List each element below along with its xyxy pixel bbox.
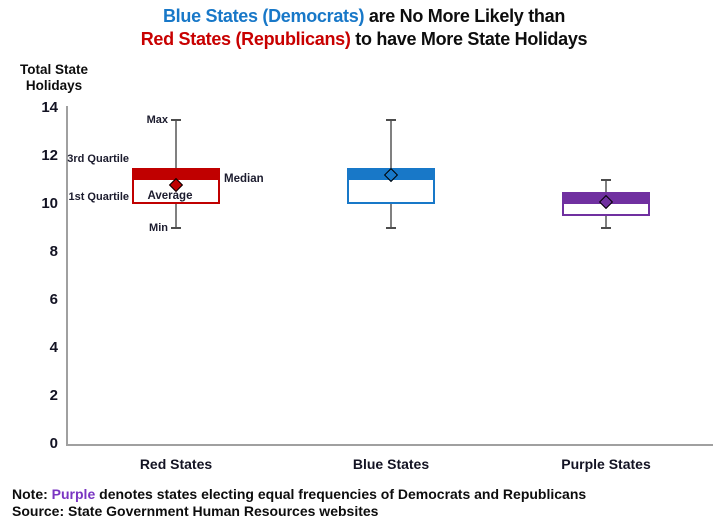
y-tick-label: 10 xyxy=(41,195,58,212)
purple-states-upper-whisker xyxy=(605,180,607,192)
red-states-lower-whisker xyxy=(175,204,177,228)
y-axis-title-line1: Total State xyxy=(19,62,88,77)
red-states-upper-whisker xyxy=(175,120,177,168)
title-line2-rest: to have More State Holidays xyxy=(350,29,588,49)
footer-notes: Note: Purple denotes states electing equ… xyxy=(12,486,586,520)
title-line1-rest: are No More Likely than xyxy=(364,6,566,26)
y-axis-line xyxy=(66,106,68,446)
purple-states-lower-whisker xyxy=(605,216,607,228)
annotation-1st-quartile: 1st Quartile xyxy=(68,191,129,203)
blue-states-min-cap xyxy=(386,227,396,229)
title-red-phrase: Red States (Republicans) xyxy=(140,29,351,49)
blue-states-max-cap xyxy=(386,119,396,121)
y-tick-label: 4 xyxy=(49,339,58,356)
x-category-label-red-states: Red States xyxy=(139,456,213,472)
red-states-max-cap xyxy=(171,119,181,121)
note-line: Note: Purple denotes states electing equ… xyxy=(12,486,586,503)
y-axis-title: Total State Holidays xyxy=(6,62,102,94)
annotation-max: Max xyxy=(146,114,168,126)
y-tick-label: 6 xyxy=(49,291,58,308)
note-rest: denotes states electing equal frequencie… xyxy=(95,486,587,502)
y-tick-label: 8 xyxy=(49,243,58,260)
x-category-label-blue-states: Blue States xyxy=(352,456,430,472)
annotation-3rd-quartile: 3rd Quartile xyxy=(67,153,129,165)
note-purple-word: Purple xyxy=(51,486,96,502)
blue-states-upper-whisker xyxy=(390,120,392,168)
red-states-min-cap xyxy=(171,227,181,229)
annotation-min: Min xyxy=(149,222,168,234)
chart-title: Blue States (Democrats) are No More Like… xyxy=(0,5,728,51)
y-tick-label: 12 xyxy=(41,147,58,164)
red-states-median-to-q3-fill xyxy=(134,170,218,180)
annotation-median: Median xyxy=(224,173,264,185)
purple-states-max-cap xyxy=(601,179,611,181)
y-tick-label: 14 xyxy=(41,99,58,116)
source-line: Source: State Government Human Resources… xyxy=(12,503,379,519)
chart-title-line1: Blue States (Democrats) are No More Like… xyxy=(0,5,728,28)
title-blue-phrase: Blue States (Democrats) xyxy=(162,6,365,26)
y-axis-title-line2: Holidays xyxy=(25,78,83,93)
annotation-average: Average xyxy=(147,189,193,202)
purple-states-min-cap xyxy=(601,227,611,229)
note-prefix: Note: xyxy=(12,486,52,502)
x-category-label-purple-states: Purple States xyxy=(561,456,651,472)
blue-states-lower-whisker xyxy=(390,204,392,228)
x-axis-line xyxy=(66,444,713,446)
y-tick-label: 2 xyxy=(49,387,58,404)
chart-title-line2: Red States (Republicans) to have More St… xyxy=(0,28,728,51)
y-tick-label: 0 xyxy=(49,435,58,452)
